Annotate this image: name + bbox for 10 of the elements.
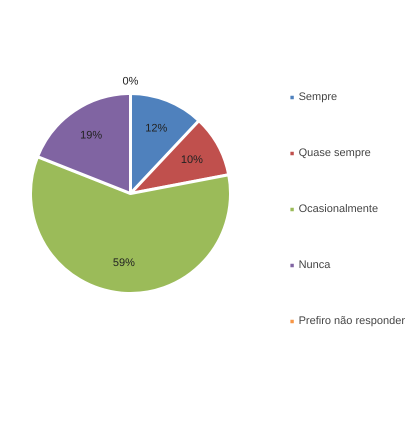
data-label: 12% [145,122,168,134]
legend-label: Quase sempre [298,147,371,159]
data-label: 10% [180,154,204,166]
data-label: 59% [112,257,136,270]
legend-label: Ocasionalmente [298,203,378,215]
legend-label: Nunca [298,259,330,271]
legend-label: Sempre [298,91,338,103]
text: 0% [122,76,138,88]
legend-label: Prefiro não responder [298,315,405,327]
data-label: 19% [80,130,102,142]
